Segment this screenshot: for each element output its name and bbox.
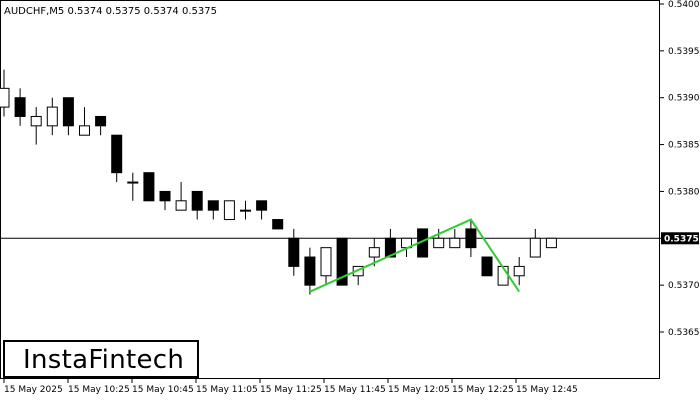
candle-body-bearish (336, 237, 348, 286)
candle-body-bearish (465, 228, 477, 249)
candle (159, 190, 171, 211)
candle (384, 228, 396, 258)
candle (288, 228, 300, 276)
candle-body-bearish (272, 219, 284, 230)
plot-area (0, 0, 660, 379)
candle (79, 107, 90, 136)
candle (449, 228, 461, 249)
pattern-line (309, 218, 521, 293)
candle-body-bullish (223, 200, 235, 221)
candle (481, 256, 493, 277)
candle-body-bearish (159, 190, 171, 202)
x-tick-label: 15 May 11:45 (324, 385, 386, 395)
candle (256, 200, 268, 220)
candle-body-bullish (127, 181, 139, 184)
brand-logo: InstaFintech (3, 340, 199, 378)
candle (433, 228, 445, 249)
x-tick-label: 15 May 12:45 (516, 385, 578, 395)
candle (0, 69, 10, 117)
candle-body-bullish (449, 237, 461, 249)
candle (368, 238, 380, 267)
candle-body-bearish (95, 115, 107, 127)
x-tick-label: 15 May 12:25 (452, 385, 514, 395)
candle-body-bearish (288, 237, 300, 267)
candle (191, 190, 203, 220)
y-tick-label: 0.5400 (668, 0, 700, 10)
chart-title: AUDCHF,M5 0.5374 0.5375 0.5374 0.5375 (4, 6, 217, 17)
candle (320, 247, 332, 286)
candle (240, 200, 251, 220)
candle (529, 228, 541, 258)
candle-body-bearish (62, 97, 74, 127)
candle (175, 182, 187, 211)
candle-body-bearish (14, 97, 26, 117)
candle-body-bullish (368, 247, 380, 258)
candle (127, 172, 139, 201)
candle-body-bearish (111, 134, 123, 174)
candle-body-bullish (529, 237, 541, 258)
candle-body-bullish (175, 200, 187, 211)
candle-body-bullish (433, 237, 445, 249)
current-price-tag: 0.5375 (661, 232, 699, 245)
y-tick-label: 0.5385 (668, 141, 700, 151)
candle (111, 134, 123, 183)
candle (545, 237, 557, 249)
candle (143, 172, 155, 202)
candle-body-bullish (320, 247, 332, 277)
candle-body-bullish (46, 106, 58, 127)
x-tick-label: 15 May 12:05 (388, 385, 450, 395)
y-tick-label: 0.5380 (668, 187, 700, 197)
candle-body-bullish (0, 87, 10, 108)
candle-body-bearish (207, 200, 219, 211)
current-price-tag-bg (661, 232, 699, 245)
candle (272, 219, 284, 230)
x-tick-label: 15 May 11:05 (196, 385, 258, 395)
candle-body-bullish (240, 209, 251, 212)
candle-body-bearish (143, 172, 155, 202)
candle-body-bullish (545, 237, 557, 249)
candle-body-bearish (304, 256, 316, 286)
y-tick-label: 0.5395 (668, 47, 700, 57)
y-tick-label: 0.5365 (668, 328, 700, 338)
candle (14, 88, 26, 126)
x-tick-label: 15 May 10:45 (132, 385, 194, 395)
candle (465, 219, 477, 258)
current-price-label: 0.5375 (664, 234, 699, 244)
candle-body-bearish (384, 237, 396, 258)
candle-body-bullish (79, 125, 90, 136)
candle (95, 115, 107, 136)
x-tick-label: 15 May 10:25 (68, 385, 130, 395)
x-tick-label: 15 May 11:25 (260, 385, 322, 395)
y-tick-label: 0.5390 (668, 94, 700, 104)
candle (304, 247, 316, 295)
candle (207, 200, 219, 220)
y-tick-label: 0.5370 (668, 281, 700, 291)
brand-logo-text: InstaFintech (23, 345, 185, 375)
candle-body-bearish (256, 200, 268, 211)
candle-body-bearish (481, 256, 493, 277)
candle-body-bearish (191, 190, 203, 211)
x-tick-label: 15 May 2025 (4, 385, 63, 395)
candle (223, 200, 235, 221)
candle-body-bullish (513, 265, 525, 277)
candle (513, 257, 525, 286)
candle-body-bullish (30, 115, 42, 127)
candle (62, 97, 74, 136)
candle (46, 97, 58, 136)
candle (30, 107, 42, 145)
